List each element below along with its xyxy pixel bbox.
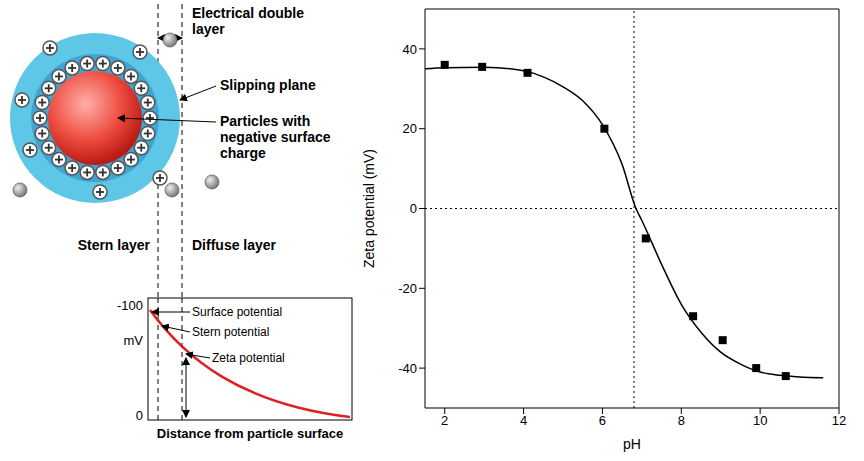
svg-text:0: 0 [410,201,417,216]
svg-text:Diffuse layer: Diffuse layer [192,237,277,253]
svg-text:Particles withnegative surface: Particles withnegative surfacecharge [220,113,331,161]
svg-text:12: 12 [832,413,846,428]
svg-text:Slipping plane: Slipping plane [220,77,316,93]
svg-text:4: 4 [520,413,527,428]
svg-text:Stern layer: Stern layer [78,237,151,253]
svg-text:2: 2 [441,413,448,428]
svg-text:6: 6 [599,413,606,428]
svg-text:Surface potential: Surface potential [192,305,282,319]
svg-text:pH: pH [623,436,641,452]
svg-text:-40: -40 [398,361,417,376]
svg-text:8: 8 [678,413,685,428]
svg-text:Zeta potential (mV): Zeta potential (mV) [361,149,377,268]
svg-text:-20: -20 [398,281,417,296]
svg-text:Distance from particle surface: Distance from particle surface [157,426,343,441]
svg-text:mV: mV [124,333,144,348]
svg-text:Zeta potential: Zeta potential [212,351,285,365]
svg-text:0: 0 [136,408,143,423]
svg-text:-100: -100 [117,298,143,313]
svg-text:20: 20 [403,121,417,136]
svg-text:10: 10 [753,413,767,428]
svg-text:40: 40 [403,42,417,57]
svg-text:Stern potential: Stern potential [192,325,269,339]
svg-text:Electrical doublelayer: Electrical doublelayer [192,5,304,37]
